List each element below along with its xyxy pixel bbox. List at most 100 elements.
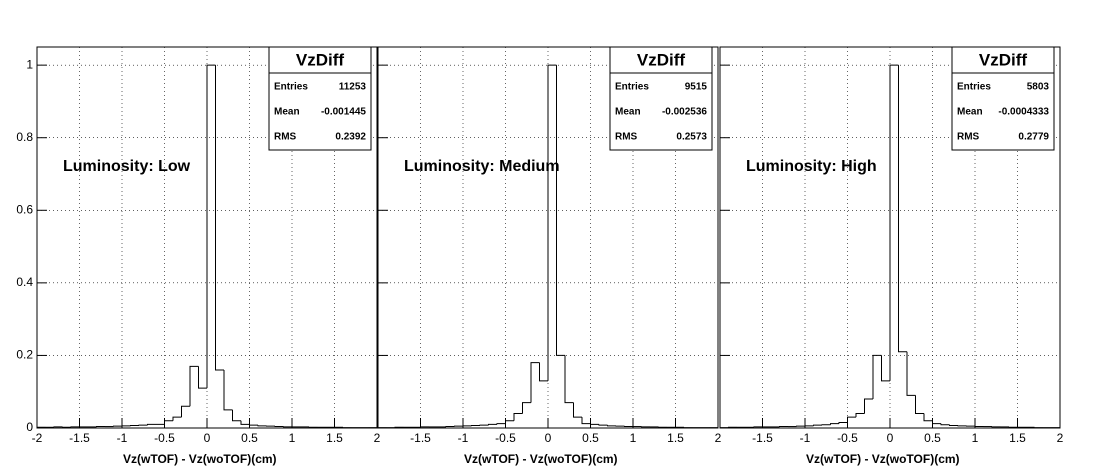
y-tick-label: 1 [26,57,33,71]
x-axis-label: Vz(wTOF) - Vz(woTOF)(cm) [806,452,960,466]
stats-value: 5803 [1027,82,1050,93]
histogram-bin [530,362,540,403]
histogram-bin [249,424,258,426]
histogram-bin [573,402,582,418]
stats-box [268,46,372,151]
histogram-bin [223,369,233,411]
stats-value: -0.001445 [321,107,366,118]
x-tick-label: 0 [887,431,894,445]
histogram-bin [505,420,514,424]
histogram-bin [215,65,224,371]
histogram-bin [855,412,865,418]
x-tick-label: -2 [32,431,43,445]
stats-box [609,46,713,151]
histogram-bin [240,420,250,425]
x-tick-label: 1.5 [667,431,684,445]
stats-label: RMS [274,132,297,143]
y-tick-label: 0.6 [16,202,33,216]
histogram-bin [496,423,506,425]
x-tick-label: -0.5 [837,431,858,445]
histogram-bin [898,65,907,353]
x-tick-label: 0 [204,431,211,445]
histogram-bin [590,423,599,425]
histogram-bin [556,65,565,356]
stats-value: 0.2779 [1018,132,1049,143]
x-tick-label: -1 [117,431,128,445]
stats-value: -0.002536 [662,107,707,118]
x-tick-label: 1.5 [326,431,343,445]
x-tick-label: 1 [972,431,979,445]
histogram-bin [547,64,557,381]
histogram-bin [813,424,822,426]
stats-label: RMS [615,132,638,143]
histogram-bin [181,405,190,418]
histogram-bin [232,409,241,422]
histogram-bin [923,413,933,422]
x-tick-label: 1.5 [1009,431,1026,445]
histogram-bin [889,64,899,381]
x-tick-label: 1 [630,431,637,445]
y-tick-label: 0.4 [16,275,33,289]
stats-label: Entries [957,82,991,93]
x-tick-label: -0.5 [495,431,516,445]
x-tick-label: 2 [374,431,381,445]
stats-value: -0.0004333 [998,107,1049,118]
x-tick-label: -1.5 [69,431,90,445]
x-tick-label: -1.5 [410,431,431,445]
x-tick-label: 2 [1057,431,1064,445]
histogram-bin [932,420,941,425]
histogram-bin [513,412,523,421]
x-axis-label: Vz(wTOF) - Vz(woTOF)(cm) [123,452,277,466]
histogram-bin [257,425,267,427]
stats-label: Entries [615,82,649,93]
histogram-bin [522,402,531,414]
histogram-bin [164,420,173,425]
x-tick-label: -0.5 [154,431,175,445]
x-tick-label: -1.5 [752,431,773,445]
annotation: Luminosity: Medium [404,158,560,175]
annotation: Luminosity: Low [63,158,191,175]
stats-label: Mean [957,107,983,118]
stats-value: 0.2392 [335,132,366,143]
stats-label: Mean [615,107,641,118]
histogram-bin [949,424,958,426]
annotation: Luminosity: High [746,158,877,175]
histogram-bin [915,395,924,414]
histogram-bin [872,354,882,399]
x-tick-label: 0 [545,431,552,445]
stats-title: VzDiff [979,50,1028,69]
histogram-bin [830,423,839,425]
stats-value: 0.2573 [676,132,707,143]
histogram-bin [940,423,950,426]
stats-title: VzDiff [637,50,686,69]
stats-label: RMS [957,132,980,143]
histogram-bin [847,416,856,423]
stats-label: Entries [274,82,308,93]
histogram-bin [906,351,916,396]
stats-value: 9515 [685,82,708,93]
histogram-bin [198,366,207,389]
histogram-bin [539,362,548,382]
y-tick-label: 0.8 [16,130,33,144]
histogram-bin [36,426,46,428]
histogram-bin [881,355,890,382]
stats-value: 11253 [339,82,367,93]
histogram-bin [172,416,182,421]
x-axis-label: Vz(wTOF) - Vz(woTOF)(cm) [464,452,618,466]
x-tick-label: -1 [458,431,469,445]
histogram-bin [607,425,616,427]
histogram-bin [864,398,873,414]
y-tick-label: 0.2 [16,348,33,362]
x-tick-label: 0.5 [582,431,599,445]
x-tick-label: 0.5 [241,431,258,445]
histogram-bin [147,423,156,426]
histogram-bin [598,424,608,426]
histogram-bin [838,422,848,424]
x-tick-label: 1 [289,431,296,445]
histogram-bin [189,365,199,407]
histogram-bin [206,64,216,389]
y-tick-label: 0 [26,420,33,434]
stats-box [951,46,1055,151]
x-tick-label: 0.5 [924,431,941,445]
